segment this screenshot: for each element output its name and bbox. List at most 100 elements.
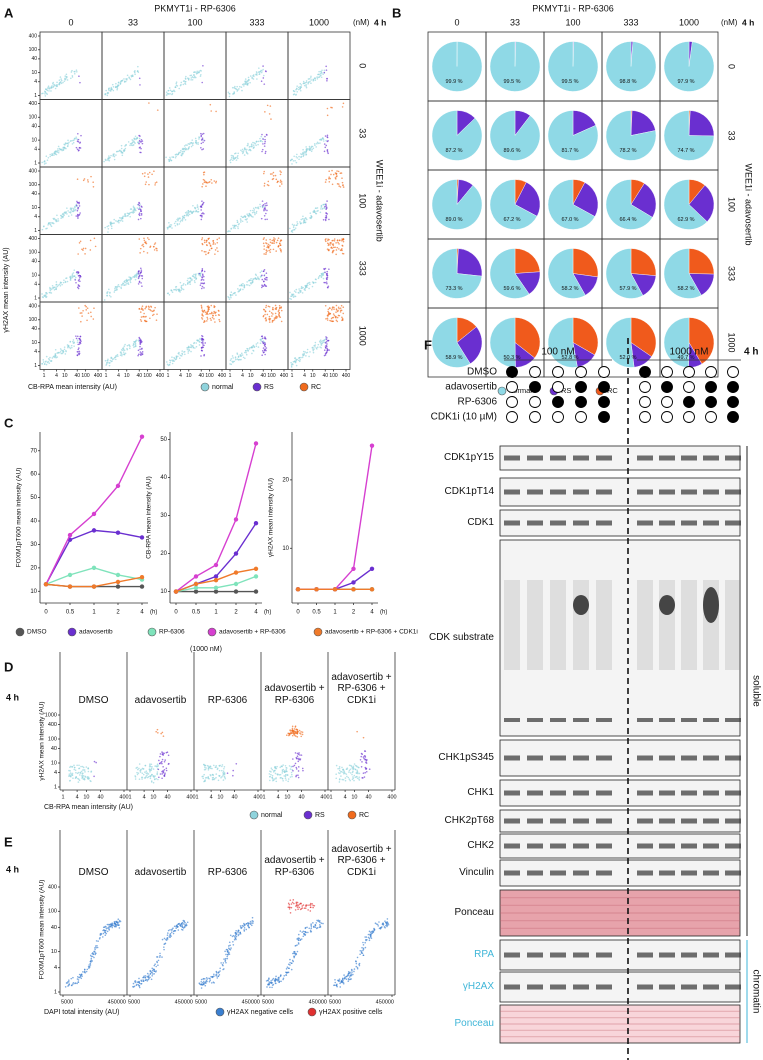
scatter-point-decor xyxy=(272,239,275,241)
scatter-point-decor xyxy=(254,277,256,280)
scatter-point-decor xyxy=(175,289,178,292)
scatter-point-decor xyxy=(86,179,89,181)
scatter-point-decor xyxy=(143,777,146,779)
scatter-point-decor xyxy=(245,218,248,221)
scatter-point-decor xyxy=(77,207,79,210)
scatter-point-decor xyxy=(235,929,237,932)
scatter-point-decor xyxy=(273,318,276,321)
scatter-point-decor xyxy=(176,85,179,87)
scatter-point-decor xyxy=(255,207,257,209)
scatter-point-decor xyxy=(244,357,246,360)
scatter-point-decor xyxy=(342,982,345,985)
scatter-point-decor xyxy=(216,768,219,771)
scatter-point-decor xyxy=(362,736,365,739)
scatter-point-decor xyxy=(230,154,233,157)
scatter-point-decor xyxy=(78,343,81,345)
scatter-point-decor xyxy=(363,750,366,752)
scatter-point-decor xyxy=(159,773,162,775)
scatter-point-decor xyxy=(114,287,116,290)
scatter-point-decor xyxy=(295,953,298,956)
scatter-point-decor xyxy=(129,215,131,218)
scatter-point-decor xyxy=(329,177,331,180)
scatter-point-decor xyxy=(203,181,206,184)
scatter-point-decor xyxy=(207,251,210,254)
scatter-point-decor xyxy=(93,237,96,240)
scatter-point-decor xyxy=(336,316,339,319)
scatter-point-decor xyxy=(238,85,241,88)
scatter-point-decor xyxy=(200,980,203,983)
scatter-point-decor xyxy=(341,244,344,247)
scatter-point-decor xyxy=(151,310,154,313)
blot-band xyxy=(550,489,566,495)
scatter-point-decor xyxy=(49,356,51,359)
scatter-point-decor xyxy=(214,766,217,769)
scatter-point-decor xyxy=(313,925,315,928)
blot-band xyxy=(550,790,566,796)
blot-blob xyxy=(703,587,719,623)
x-tick-label: 1 xyxy=(43,373,46,379)
scatter-point-decor xyxy=(89,249,92,251)
scatter-point-decor xyxy=(182,83,185,86)
scatter-point-decor xyxy=(302,769,304,772)
scatter-point-decor xyxy=(362,772,365,774)
scatter-point-decor xyxy=(312,346,314,349)
panel-title: PKMYT1i - RP-6306 xyxy=(154,3,236,13)
scatter-point-decor xyxy=(323,71,326,74)
scatter-point-decor xyxy=(161,773,163,775)
scatter-point-decor xyxy=(292,226,295,229)
scatter-point-decor xyxy=(262,172,265,175)
scatter-point-decor xyxy=(85,970,88,973)
scatter-point-decor xyxy=(169,89,172,92)
scatter-point-decor xyxy=(55,281,58,283)
line-point xyxy=(369,587,375,592)
scatter-point-decor xyxy=(325,272,328,275)
scatter-point-decor xyxy=(122,351,125,353)
scatter-point-decor xyxy=(137,354,139,357)
scatter-point-decor xyxy=(187,352,190,354)
scatter-point-decor xyxy=(107,358,109,361)
scatter-point-decor xyxy=(322,73,324,75)
unit-label: (nM) xyxy=(721,18,738,27)
scatter-point-decor xyxy=(276,239,279,242)
scatter-point-decor xyxy=(261,150,263,153)
scatter-point-decor xyxy=(300,735,303,738)
scatter-point-decor xyxy=(193,280,196,282)
scatter-point-decor xyxy=(120,217,122,219)
scatter-point-decor xyxy=(250,924,253,927)
scatter-point-decor xyxy=(326,140,329,143)
scatter-point-decor xyxy=(188,346,190,348)
scatter-point-decor xyxy=(184,82,186,85)
scatter-point-decor xyxy=(300,731,302,733)
scatter-point-decor xyxy=(323,341,325,343)
scatter-point-decor xyxy=(351,771,354,774)
scatter-point-decor xyxy=(316,348,318,350)
scatter-point-decor xyxy=(211,316,214,319)
scatter-point-decor xyxy=(146,252,149,254)
scatter-point-decor xyxy=(230,296,232,299)
scatter-point-decor xyxy=(200,282,202,285)
y-tick-label: 40 xyxy=(31,56,37,62)
scatter-point-decor xyxy=(289,958,291,961)
scatter-point-decor xyxy=(86,776,89,778)
scatter-point-decor xyxy=(244,148,246,151)
scatter-point-decor xyxy=(127,213,130,215)
scatter-point-decor xyxy=(127,282,130,284)
scatter-point-decor xyxy=(218,764,221,767)
treatment-dot xyxy=(661,366,673,378)
scatter-point-decor xyxy=(314,341,317,344)
legend-marker xyxy=(307,1007,317,1017)
scatter-point-decor xyxy=(58,82,61,85)
scatter-point-decor xyxy=(56,356,59,358)
scatter-point-decor xyxy=(77,781,80,783)
scatter-point-decor xyxy=(218,320,221,323)
pie-slice xyxy=(514,317,541,359)
scatter-point-decor xyxy=(143,237,145,240)
scatter-point-decor xyxy=(147,773,150,775)
scatter-point-decor xyxy=(358,772,361,775)
scatter-point-decor xyxy=(302,935,305,938)
scatter-point-decor xyxy=(93,956,95,959)
scatter-point-decor xyxy=(280,250,282,253)
scatter-point-decor xyxy=(299,732,301,734)
blot-band xyxy=(550,952,566,958)
scatter-point-decor xyxy=(347,971,350,973)
